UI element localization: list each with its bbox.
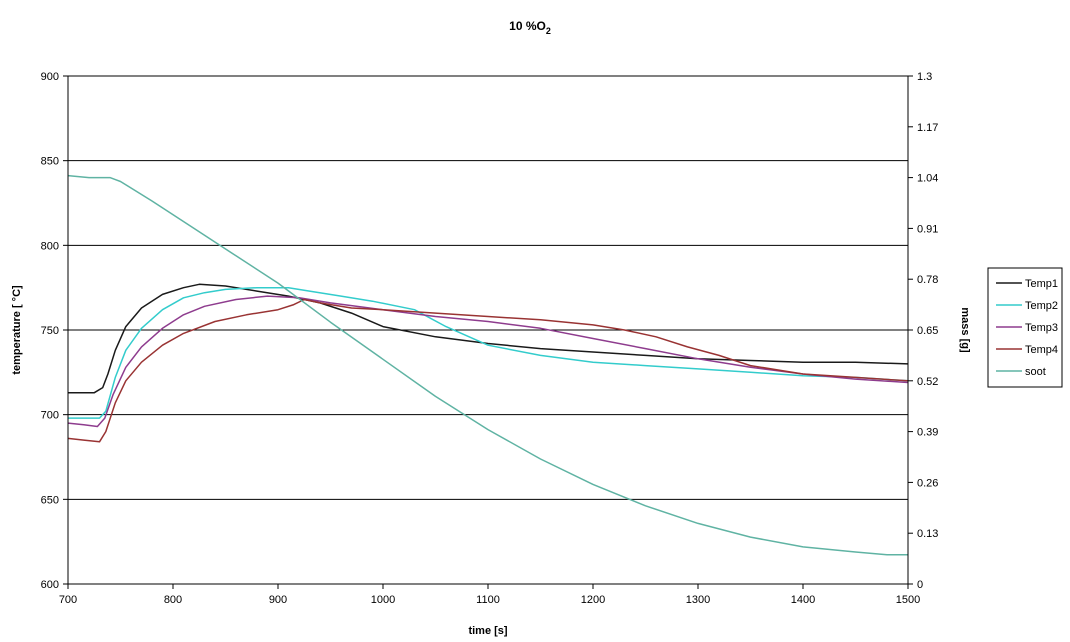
legend-label-temp3: Temp3 (1025, 322, 1058, 334)
x-tick-label-5: 1200 (581, 594, 605, 606)
x-tick-label-8: 1500 (896, 594, 920, 606)
x-tick-label-0: 700 (59, 594, 77, 606)
y2-tick-label-8: 1.04 (917, 173, 938, 185)
y2-tick-label-7: 0.91 (917, 223, 938, 235)
x-tick-label-2: 900 (269, 594, 287, 606)
x-tick-label-4: 1100 (476, 594, 500, 606)
y2-tick-label-3: 0.39 (917, 427, 938, 439)
y-tick-label-2: 700 (41, 410, 59, 422)
chart-title: 10 %O2 (509, 19, 551, 36)
chart-title-subscript: 2 (546, 26, 551, 36)
legend: Temp1 Temp2 Temp3 Temp4 soot (987, 267, 1063, 388)
y2-tick-label-9: 1.17 (917, 122, 938, 134)
y2-tick-label-6: 0.78 (917, 274, 938, 286)
y2-tick-label-2: 0.26 (917, 477, 938, 489)
legend-label-temp2: Temp2 (1025, 300, 1058, 312)
y-tick-label-1: 650 (41, 494, 59, 506)
y-tick-label-6: 900 (41, 71, 59, 83)
chart-title-text: 10 %O (509, 19, 546, 33)
legend-label-temp1: Temp1 (1025, 278, 1058, 290)
y2-axis-title: mass [g] (959, 307, 971, 353)
plot-area (67, 75, 909, 584)
y2-tick-label-10: 1.3 (917, 71, 932, 83)
y-tick-label-5: 850 (41, 156, 59, 168)
x-axis-title: time [s] (468, 625, 507, 637)
svg-text:10 %O2: 10 %O2 (509, 19, 551, 36)
y-tick-label-4: 800 (41, 240, 59, 252)
y-axis-title: temperature [ °C] (11, 285, 23, 375)
y-tick-label-3: 750 (41, 325, 59, 337)
series-line-temp3 (67, 295, 909, 428)
right-axis: 0 0.13 0.26 0.39 0.52 0.65 0.78 0.91 1.04 1.17 1.3 (907, 71, 938, 591)
y2-tick-label-1: 0.13 (917, 528, 938, 540)
x-tick-label-7: 1400 (791, 594, 815, 606)
series-line-temp1 (68, 283, 909, 394)
series-line-temp2 (68, 286, 909, 419)
legend-label-temp4: Temp4 (1025, 344, 1058, 356)
series-layer (67, 174, 909, 556)
y2-tick-label-4: 0.52 (917, 376, 938, 388)
legend-label-soot: soot (1025, 366, 1046, 378)
x-tick-label-1: 800 (164, 594, 182, 606)
gridlines (68, 75, 908, 500)
series-line-temp4 (67, 298, 909, 443)
y2-tick-label-0: 0 (917, 579, 923, 591)
x-axis: 700 800 900 1000 1100 1200 1300 1400 1500 (59, 583, 920, 606)
series-line-soot (67, 174, 908, 556)
left-axis: 600 650 700 750 800 850 900 (41, 71, 69, 591)
x-tick-label-6: 1300 (686, 594, 710, 606)
x-tick-label-3: 1000 (371, 594, 395, 606)
y2-tick-label-5: 0.65 (917, 325, 938, 337)
y-tick-label-0: 600 (41, 579, 59, 591)
